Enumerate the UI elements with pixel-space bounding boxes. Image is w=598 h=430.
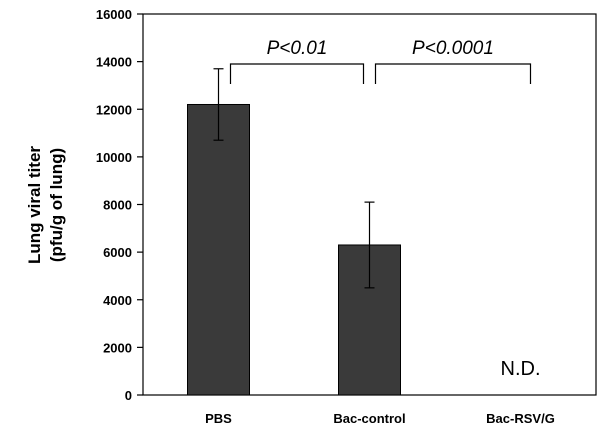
significance-bracket-2 xyxy=(374,63,532,84)
bar-pbs xyxy=(187,103,250,396)
y-tick-label: 4000 xyxy=(103,293,132,308)
y-axis-title-line1: Lung viral titer xyxy=(25,146,44,264)
y-tick-label: 14000 xyxy=(96,55,132,70)
y-axis-title: Lung viral titer (pfu/g of lung) xyxy=(25,146,66,264)
x-tick-label: Bac-RSV/G xyxy=(486,411,555,426)
significance-bracket-1 xyxy=(229,63,365,84)
y-axis-title-line2: (pfu/g of lung) xyxy=(47,148,66,262)
y-tick-label: 6000 xyxy=(103,245,132,260)
y-tick-label: 12000 xyxy=(96,102,132,117)
plot-area: 0 2000 4000 6000 8000 10000 12000 14000 16000 PBS… xyxy=(96,7,597,426)
significance-label-1: P<0.01 xyxy=(267,38,328,59)
y-tick-label: 2000 xyxy=(103,340,132,355)
x-tick-label: PBS xyxy=(205,411,232,426)
y-tick-label: 0 xyxy=(125,388,132,403)
y-tick-label: 8000 xyxy=(103,198,132,213)
y-tick-label: 16000 xyxy=(96,7,132,22)
significance-label-2: P<0.0001 xyxy=(412,38,494,59)
x-tick-label: Bac-control xyxy=(333,411,405,426)
y-tick-label: 10000 xyxy=(96,150,132,165)
not-detected-label: N.D. xyxy=(501,358,541,380)
